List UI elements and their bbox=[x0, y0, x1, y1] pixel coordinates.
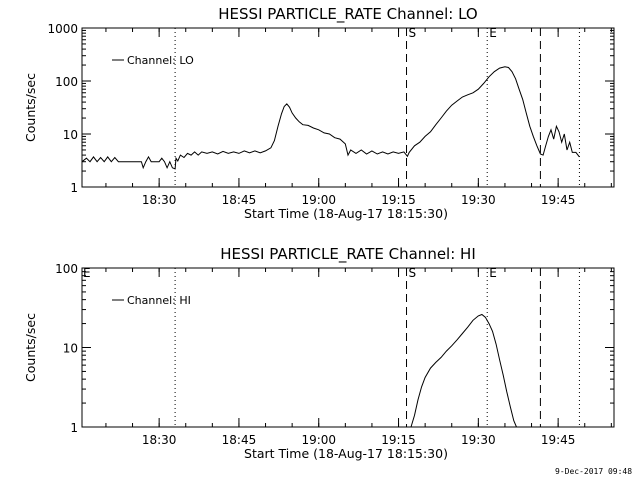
y-tick-label: 10 bbox=[63, 128, 78, 142]
legend-label: Channel: LO bbox=[127, 54, 194, 67]
x-tick-label: 19:15 bbox=[381, 433, 416, 447]
x-tick-label: 19:30 bbox=[461, 193, 496, 207]
chart-panel-0: HESSI PARTICLE_RATE Channel: LO 1 10 100 100… bbox=[23, 5, 615, 221]
plot-frame bbox=[81, 267, 615, 428]
chart-title: HESSI PARTICLE_RATE Channel: HI bbox=[220, 245, 476, 264]
y-tick-label: 100 bbox=[55, 75, 78, 89]
x-tick-label: 19:15 bbox=[381, 193, 416, 207]
y-axis-label: Counts/sec bbox=[23, 313, 38, 382]
x-axis-label: Start Time (18-Aug-17 18:15:30) bbox=[244, 446, 448, 461]
series-line-0 bbox=[410, 313, 517, 428]
corner-label: E bbox=[83, 266, 91, 280]
legend-label: Channel: HI bbox=[127, 294, 191, 307]
y-axis-label: Counts/sec bbox=[23, 73, 38, 142]
x-axis-label: Start Time (18-Aug-17 18:15:30) bbox=[244, 206, 448, 221]
x-tick-label: 18:45 bbox=[222, 433, 257, 447]
chart-title: HESSI PARTICLE_RATE Channel: LO bbox=[218, 5, 477, 24]
x-tick-label: 19:00 bbox=[301, 433, 336, 447]
x-tick-label: 19:45 bbox=[541, 193, 576, 207]
event-marker-label: E bbox=[489, 266, 497, 280]
y-tick-label: 1000 bbox=[47, 22, 78, 36]
x-tick-label: 18:30 bbox=[142, 193, 177, 207]
y-tick-label: 1 bbox=[70, 181, 78, 195]
x-tick-label: 18:30 bbox=[142, 433, 177, 447]
x-tick-label: 19:00 bbox=[301, 193, 336, 207]
chart-panel-1: HESSI PARTICLE_RATE Channel: HI 1 10 100 18:… bbox=[23, 245, 615, 461]
series-line-0 bbox=[81, 66, 580, 170]
plot-frame bbox=[81, 27, 615, 188]
x-tick-label: 19:45 bbox=[541, 433, 576, 447]
footer-timestamp: 9-Dec-2017 09:48 bbox=[555, 467, 633, 476]
y-tick-label: 10 bbox=[63, 342, 78, 356]
y-tick-label: 100 bbox=[55, 262, 78, 276]
x-tick-label: 19:30 bbox=[461, 433, 496, 447]
y-tick-label: 1 bbox=[70, 421, 78, 435]
event-marker-label: S bbox=[409, 266, 417, 280]
event-marker-label: S bbox=[409, 26, 417, 40]
x-tick-label: 18:45 bbox=[222, 193, 257, 207]
event-marker-label: E bbox=[489, 26, 497, 40]
